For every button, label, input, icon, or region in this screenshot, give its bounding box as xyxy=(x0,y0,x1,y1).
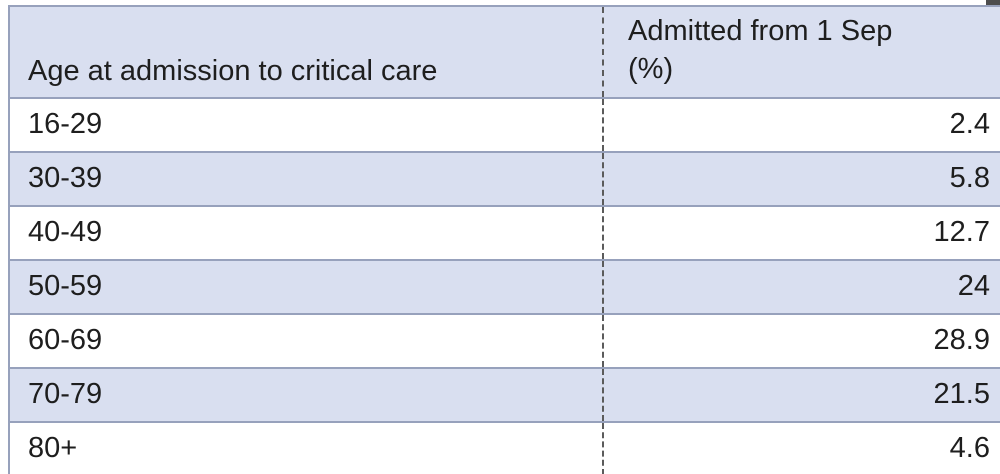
percent-cell: 28.9 xyxy=(602,315,1000,367)
percent-cell: 24 xyxy=(602,261,1000,313)
table-header-row: Age at admission to critical care Admitt… xyxy=(10,7,1000,97)
table-row: 40-49 12.7 xyxy=(10,205,1000,259)
table-row: 30-39 5.8 xyxy=(10,151,1000,205)
age-admission-table: Age at admission to critical care Admitt… xyxy=(8,5,1000,474)
age-range-cell: 60-69 xyxy=(28,324,103,357)
table-row: 60-69 28.9 xyxy=(10,313,1000,367)
percent-cell: 12.7 xyxy=(602,207,1000,259)
table-row: 16-29 2.4 xyxy=(10,97,1000,151)
percent-cell: 21.5 xyxy=(602,369,1000,421)
header-admitted-label: Admitted from 1 Sep (%) xyxy=(628,15,893,85)
age-range-cell: 40-49 xyxy=(28,216,103,249)
percent-cell: 4.6 xyxy=(602,423,1000,474)
header-age-column: Age at admission to critical care xyxy=(28,55,438,88)
age-range-cell: 50-59 xyxy=(28,270,103,303)
age-range-cell: 16-29 xyxy=(28,108,103,141)
age-range-cell: 70-79 xyxy=(28,378,103,411)
header-admitted-column: Admitted from 1 Sep (%) xyxy=(602,7,1000,97)
age-range-cell: 80+ xyxy=(28,432,78,465)
age-range-cell: 30-39 xyxy=(28,162,103,195)
percent-cell: 2.4 xyxy=(602,99,1000,151)
percent-cell: 5.8 xyxy=(602,153,1000,205)
table-row: 50-59 24 xyxy=(10,259,1000,313)
table-row: 80+ 4.6 xyxy=(10,421,1000,474)
screenshot-edge-artifact xyxy=(986,0,1000,7)
table-row: 70-79 21.5 xyxy=(10,367,1000,421)
